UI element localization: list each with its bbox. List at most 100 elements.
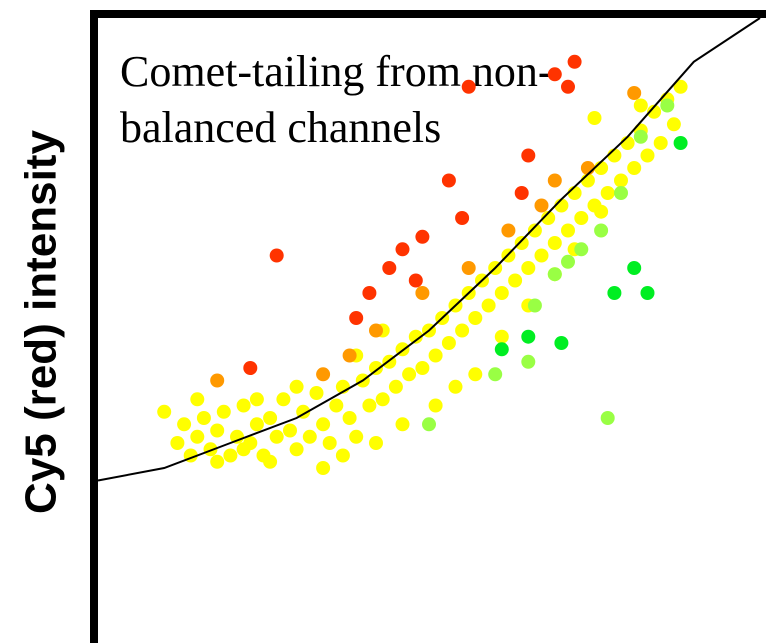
data-point-red-10 <box>461 79 476 94</box>
data-point-yellow-89 <box>468 367 483 382</box>
data-point-orange-4 <box>415 286 430 300</box>
data-point-red-8 <box>441 173 456 188</box>
data-point-yellow-94 <box>594 204 609 219</box>
data-point-yellow-27 <box>342 411 357 425</box>
data-point-yellow-85 <box>369 436 383 450</box>
data-point-yellow-87 <box>428 398 443 413</box>
data-point-orange-8 <box>547 173 562 188</box>
data-point-green-2 <box>554 336 569 350</box>
data-point-yellow-1 <box>170 436 185 450</box>
data-point-yellow-70 <box>627 161 642 175</box>
data-point-green-5 <box>640 286 655 300</box>
chart-title-line-1: Comet-tailing from non- <box>120 47 553 96</box>
data-point-yellow-13 <box>249 417 264 432</box>
data-point-green-4 <box>627 261 642 275</box>
data-point-light_green-4 <box>547 267 562 282</box>
data-point-yellow-77 <box>673 79 688 94</box>
data-point-green-1 <box>521 329 536 344</box>
data-point-yellow-68 <box>614 173 628 188</box>
data-point-red-14 <box>561 79 575 94</box>
data-point-yellow-76 <box>666 117 681 132</box>
data-point-yellow-9 <box>223 448 238 463</box>
data-point-light_green-1 <box>488 367 503 382</box>
data-point-red-2 <box>349 311 364 325</box>
data-point-yellow-34 <box>388 379 403 394</box>
data-point-yellow-32 <box>375 392 390 407</box>
data-point-orange-5 <box>461 261 476 275</box>
data-point-yellow-96 <box>249 392 264 407</box>
data-point-yellow-95 <box>210 454 225 469</box>
data-point-yellow-52 <box>508 273 523 288</box>
data-point-light_green-0 <box>422 417 436 432</box>
chart-title: Comet-tailing from non- balanced channel… <box>120 47 553 152</box>
data-point-yellow-56 <box>534 248 549 263</box>
data-point-yellow-53 <box>514 236 529 250</box>
data-point-yellow-48 <box>481 298 496 313</box>
data-point-red-4 <box>382 261 397 275</box>
data-point-red-13 <box>547 67 562 82</box>
data-point-red-9 <box>455 211 470 225</box>
data-point-yellow-23 <box>316 417 331 432</box>
data-point-yellow-97 <box>289 379 304 394</box>
data-point-yellow-82 <box>263 454 278 469</box>
data-point-orange-6 <box>501 223 516 238</box>
data-point-yellow-73 <box>647 104 662 119</box>
data-point-red-7 <box>415 229 430 244</box>
data-point-yellow-55 <box>527 223 542 238</box>
data-point-red-6 <box>408 273 423 288</box>
data-point-yellow-37 <box>408 329 423 344</box>
data-point-yellow-57 <box>541 211 556 225</box>
data-point-light_green-3 <box>527 298 542 313</box>
data-point-yellow-5 <box>196 411 211 425</box>
data-point-green-0 <box>494 342 509 357</box>
data-point-green-6 <box>673 136 688 150</box>
fit-curve-line <box>97 17 761 482</box>
data-point-yellow-40 <box>428 348 443 363</box>
data-point-green-3 <box>607 286 622 300</box>
data-point-yellow-80 <box>190 392 205 407</box>
data-points <box>157 54 688 475</box>
data-point-light_green-2 <box>521 354 536 369</box>
chart-title-line-2: balanced channels <box>120 103 441 152</box>
data-point-yellow-31 <box>369 361 383 375</box>
data-point-light_green-10 <box>633 129 648 144</box>
data-point-light_green-11 <box>660 98 675 113</box>
data-point-red-11 <box>514 186 529 200</box>
data-point-yellow-2 <box>177 417 192 432</box>
data-point-yellow-54 <box>521 261 536 275</box>
data-point-yellow-74 <box>653 136 668 150</box>
data-point-yellow-24 <box>322 436 337 450</box>
data-point-yellow-58 <box>547 236 562 250</box>
data-point-orange-2 <box>342 348 357 363</box>
data-point-yellow-42 <box>441 336 456 350</box>
data-point-yellow-44 <box>455 323 470 338</box>
data-point-light_green-9 <box>600 411 615 425</box>
data-point-yellow-88 <box>448 379 463 394</box>
data-point-yellow-17 <box>276 392 291 407</box>
data-point-light_green-7 <box>594 223 609 238</box>
data-point-yellow-15 <box>263 411 278 425</box>
data-point-red-12 <box>521 148 536 163</box>
data-point-yellow-60 <box>561 223 575 238</box>
data-point-red-3 <box>362 286 377 300</box>
data-point-light_green-8 <box>614 186 628 200</box>
data-point-orange-1 <box>316 367 331 382</box>
data-point-yellow-7 <box>210 423 225 438</box>
data-point-yellow-90 <box>494 329 509 344</box>
data-point-light_green-5 <box>561 254 575 269</box>
data-point-yellow-10 <box>230 429 244 444</box>
data-point-yellow-83 <box>316 461 331 475</box>
data-point-yellow-18 <box>283 423 297 438</box>
data-point-yellow-11 <box>236 398 251 413</box>
data-point-yellow-25 <box>329 398 344 413</box>
data-point-yellow-79 <box>587 111 602 125</box>
data-point-red-5 <box>395 242 410 257</box>
data-point-orange-7 <box>534 198 549 213</box>
data-point-orange-0 <box>210 373 225 388</box>
y-axis-label: Cy5 (red) intensity <box>17 130 66 514</box>
data-point-yellow-81 <box>236 442 251 457</box>
data-point-yellow-0 <box>157 404 172 419</box>
data-point-yellow-19 <box>289 442 304 457</box>
data-point-red-1 <box>243 361 258 375</box>
